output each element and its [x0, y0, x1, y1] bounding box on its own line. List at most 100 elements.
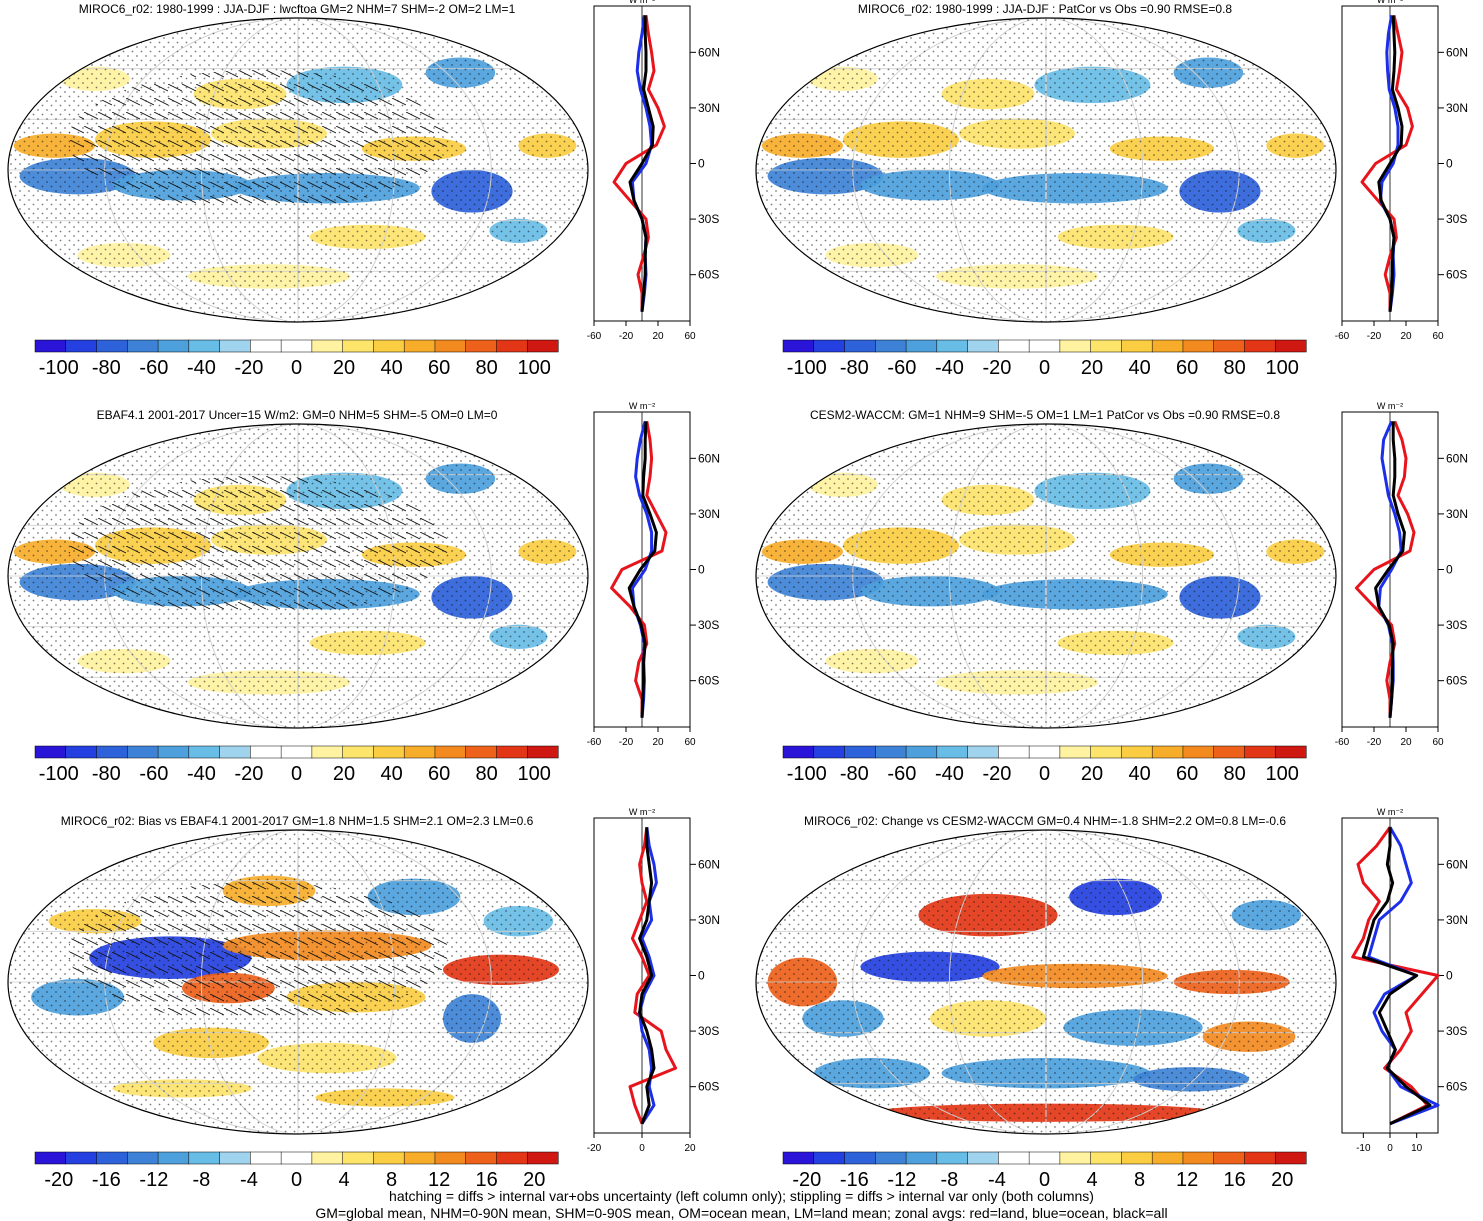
colorbar-cell	[250, 1151, 282, 1165]
colorbar-cell	[157, 745, 190, 759]
x-tick-label: 60	[684, 737, 696, 748]
x-tick-label: -20	[619, 737, 634, 748]
lat-tick-label: 30N	[698, 913, 720, 927]
x-tick-label: 20	[1400, 737, 1412, 748]
colorbar-tick-label: -80	[92, 357, 121, 379]
x-tick-label: 20	[1400, 331, 1412, 342]
colorbar-cell	[844, 745, 876, 759]
colorbar-cell	[219, 745, 251, 759]
colorbar-tick-label: 100	[1266, 357, 1299, 379]
colorbar-cell	[1182, 745, 1215, 759]
panel-5: MIROC6_r02: Bias vs EBAF4.1 2001-2017 GM…	[7, 807, 720, 1191]
colorbar-tick-label: 0	[291, 1169, 302, 1191]
x-tick-label: 20	[684, 1143, 696, 1154]
lat-tick-label: 30S	[1446, 1024, 1467, 1038]
lat-tick-label: 30S	[698, 1024, 719, 1038]
colorbar-tick-label: -20	[44, 1169, 73, 1191]
zonal-profile: W m⁻² -60 -20 20 60 60N 30N 0 30S 60S	[1335, 0, 1468, 342]
colorbar-tick-label: 20	[1081, 763, 1103, 785]
colorbar-cell	[1182, 339, 1215, 353]
colorbar-cell	[65, 339, 98, 353]
colorbar-tick-label: 12	[428, 1169, 450, 1191]
colorbar-cell	[875, 745, 907, 759]
x-tick-label: 60	[684, 331, 696, 342]
colorbar-cell	[1213, 339, 1246, 353]
colorbar-cell	[373, 1151, 405, 1165]
colorbar-cell	[936, 1151, 969, 1165]
stippling	[756, 830, 1336, 1134]
colorbar-cell	[1028, 339, 1061, 353]
colorbar-cell	[250, 339, 282, 353]
map-outline	[755, 17, 1337, 323]
colorbar-cell	[342, 745, 374, 759]
colorbar-cell	[936, 339, 969, 353]
colorbar-cell	[967, 339, 999, 353]
colorbar-tick-label: 20	[333, 763, 355, 785]
series-all	[628, 15, 655, 312]
lat-tick-label: 60S	[1446, 674, 1467, 688]
lat-tick-label: 60S	[698, 268, 719, 282]
colorbar-cell	[1028, 745, 1061, 759]
colorbar-tick-label: 20	[523, 1169, 545, 1191]
colorbar-tick-label: -20	[235, 763, 264, 785]
colorbar-tick-label: -20	[983, 763, 1012, 785]
colorbar-cell	[782, 339, 815, 353]
colorbar-cell	[936, 745, 969, 759]
profile-unit: W m⁻²	[629, 807, 655, 817]
lat-tick-label: 0	[698, 157, 705, 171]
colorbar-cell	[496, 1151, 528, 1165]
colorbar-cell	[280, 1151, 313, 1165]
profile-unit: W m⁻²	[1377, 807, 1403, 817]
colorbar-tick-label: -40	[935, 357, 964, 379]
colorbar-cell	[219, 339, 251, 353]
colorbar-tick-label: 80	[476, 763, 498, 785]
colorbar-cell	[96, 745, 128, 759]
panel-3: EBAF4.1 2001-2017 Uncer=15 W/m2: GM=0 NH…	[7, 401, 720, 785]
colorbar-cell	[434, 745, 467, 759]
colorbar-cell	[998, 339, 1030, 353]
colorbar-cell	[813, 339, 846, 353]
colorbar-tick-label: 40	[1128, 357, 1150, 379]
colorbar-tick-label: 0	[291, 357, 302, 379]
colorbar-cell	[844, 1151, 876, 1165]
colorbar-cell	[373, 339, 405, 353]
map-outline	[7, 17, 589, 323]
colorbar-cell	[280, 745, 313, 759]
stippling	[756, 18, 1336, 322]
lat-tick-label: 60N	[1446, 857, 1468, 871]
colorbar-cell	[526, 1151, 559, 1165]
lat-tick-label: 0	[698, 563, 705, 577]
colorbar-cell	[127, 1151, 159, 1165]
colorbar-cell	[342, 339, 374, 353]
lat-tick-label: 60S	[1446, 1080, 1467, 1094]
map-outline	[755, 829, 1337, 1135]
colorbar-cell	[1090, 339, 1122, 353]
colorbar-cell	[34, 1151, 67, 1165]
map-outline	[755, 423, 1337, 729]
colorbar-cell	[1090, 1151, 1122, 1165]
colorbar-cell	[526, 339, 559, 353]
lat-tick-label: 60N	[1446, 45, 1468, 59]
zonal-profile: W m⁻² -10 0 10 60N 30N 0 30S 60S	[1341, 807, 1468, 1154]
colorbar-cell	[967, 1151, 999, 1165]
colorbar-tick-label: 0	[291, 763, 302, 785]
colorbar-cell	[782, 745, 815, 759]
colorbar-tick-label: -12	[887, 1169, 916, 1191]
colorbar-cell	[1182, 1151, 1215, 1165]
world-map	[756, 424, 1336, 728]
colorbar-cell	[1151, 1151, 1184, 1165]
stippling	[756, 424, 1336, 728]
x-tick-label: 60	[1432, 331, 1444, 342]
colorbar-tick-label: -60	[139, 763, 168, 785]
series-all	[1374, 421, 1406, 718]
panel-2: MIROC6_r02: 1980-1999 : JJA-DJF : PatCor…	[755, 0, 1468, 379]
lat-tick-label: 0	[1446, 969, 1453, 983]
colorbar-tick-label: -40	[935, 763, 964, 785]
colorbar-cell	[127, 339, 159, 353]
colorbar-tick-label: 100	[1266, 763, 1299, 785]
colorbar-cell	[373, 745, 405, 759]
x-tick-label: 10	[1411, 1143, 1423, 1154]
colorbar-cell	[875, 339, 907, 353]
colorbar-cell	[1090, 745, 1122, 759]
series-land	[1360, 14, 1414, 312]
